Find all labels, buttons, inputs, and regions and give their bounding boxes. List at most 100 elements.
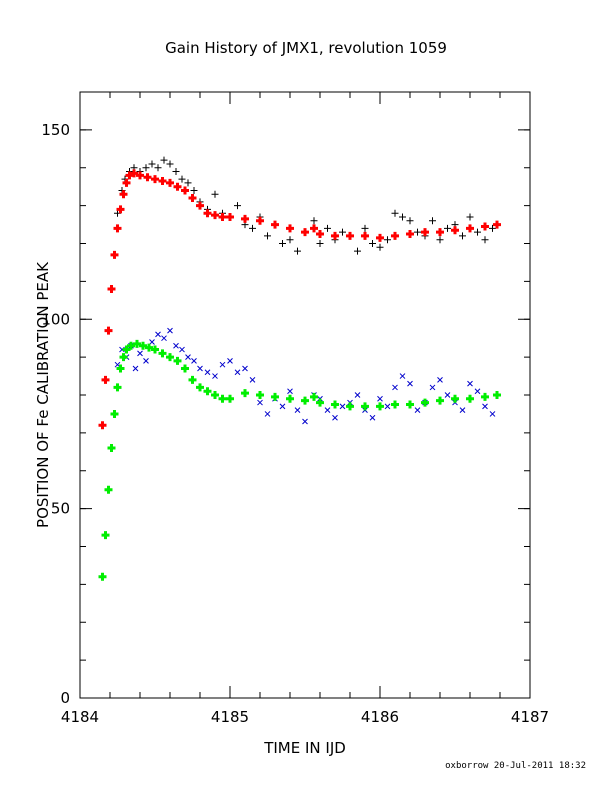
- data-point-plus: [190, 186, 198, 194]
- data-point-plus: [316, 398, 324, 407]
- data-point-plus: [203, 209, 212, 218]
- series-lower-raw: [114, 327, 496, 425]
- data-point-plus: [376, 233, 384, 242]
- data-point-plus: [172, 168, 180, 176]
- data-point-plus: [110, 250, 119, 259]
- data-point-plus: [101, 531, 110, 540]
- data-point-plus: [391, 400, 399, 409]
- data-point-cross: [137, 350, 143, 357]
- data-point-plus: [160, 156, 168, 164]
- data-point-plus: [310, 224, 318, 233]
- data-point-plus: [211, 211, 219, 220]
- data-point-plus: [234, 202, 241, 210]
- data-point-plus: [414, 228, 421, 236]
- y-axis-label: POSITION OF Fe CALIBRATION PEAK: [34, 261, 52, 528]
- data-point-cross: [173, 342, 179, 349]
- data-point-plus: [139, 341, 147, 350]
- data-point-plus: [391, 231, 399, 240]
- data-point-plus: [444, 224, 451, 232]
- data-point-plus: [119, 190, 128, 199]
- data-point-plus: [436, 396, 444, 405]
- data-point-cross: [119, 346, 125, 353]
- data-point-plus: [211, 190, 219, 198]
- data-point-plus: [354, 247, 361, 255]
- data-point-cross: [287, 388, 293, 395]
- data-point-cross: [399, 373, 406, 379]
- series-lower-fit: [98, 339, 501, 581]
- data-point-plus: [104, 485, 113, 494]
- data-point-plus: [101, 375, 110, 384]
- data-point-plus: [158, 177, 167, 186]
- data-point-plus: [376, 402, 384, 411]
- data-point-plus: [143, 173, 152, 182]
- data-point-cross: [143, 358, 149, 364]
- data-point-plus: [107, 444, 116, 453]
- data-point-cross: [264, 411, 271, 417]
- data-point-plus: [301, 228, 309, 237]
- data-point-plus: [181, 186, 189, 195]
- data-point-plus: [166, 178, 174, 187]
- data-point-plus: [104, 326, 113, 335]
- plot-frame: [79, 91, 531, 699]
- data-point-cross: [149, 339, 155, 345]
- data-point-plus: [406, 217, 414, 225]
- data-point-cross: [332, 414, 338, 421]
- axis-tick-labels: 4184 4185 4186 4187 0 50 100 150: [41, 121, 549, 726]
- data-point-plus: [391, 209, 399, 217]
- data-point-plus: [116, 205, 125, 214]
- series-upper-fit: [98, 169, 501, 430]
- data-point-plus: [107, 284, 116, 293]
- data-point-plus: [421, 398, 429, 407]
- data-point-plus: [256, 391, 264, 399]
- data-point-plus: [369, 240, 376, 247]
- data-point-plus: [151, 175, 159, 184]
- data-point-plus: [331, 231, 339, 240]
- data-point-plus: [361, 402, 369, 411]
- data-point-cross: [384, 403, 391, 410]
- data-point-cross: [354, 392, 361, 398]
- data-point-cross: [377, 395, 383, 402]
- data-point-plus: [286, 394, 294, 403]
- data-point-plus: [436, 228, 444, 237]
- series-upper-raw: [114, 156, 496, 255]
- data-point-plus: [184, 179, 192, 187]
- data-point-plus: [489, 224, 496, 232]
- data-point-cross: [219, 361, 226, 368]
- data-point-plus: [294, 247, 301, 255]
- data-point-cross: [227, 358, 233, 364]
- data-point-plus: [173, 182, 182, 191]
- data-point-cross: [392, 384, 398, 391]
- data-point-plus: [324, 224, 331, 232]
- data-point-plus: [331, 400, 339, 409]
- data-point-plus: [310, 392, 318, 401]
- data-point-cross: [212, 373, 218, 379]
- data-point-plus: [406, 230, 414, 239]
- data-point-plus: [316, 240, 324, 247]
- data-point-plus: [181, 364, 189, 373]
- data-point-plus: [406, 400, 414, 409]
- data-point-plus: [316, 230, 324, 239]
- data-point-plus: [178, 175, 186, 183]
- data-point-plus: [133, 339, 141, 348]
- data-point-plus: [226, 212, 234, 221]
- data-point-plus: [346, 231, 354, 240]
- data-point-plus: [142, 164, 150, 172]
- y-tick-label: 150: [41, 121, 70, 139]
- data-point-plus: [436, 236, 444, 244]
- data-point-plus: [148, 160, 156, 168]
- y-tick-label: 100: [41, 310, 70, 328]
- data-point-cross: [197, 365, 203, 372]
- data-point-plus: [241, 214, 249, 223]
- data-point-plus: [376, 243, 384, 251]
- data-point-cross: [489, 411, 496, 417]
- data-point-cross: [132, 365, 139, 372]
- data-point-plus: [466, 394, 474, 403]
- data-point-cross: [339, 403, 346, 410]
- plot-border: [79, 91, 531, 699]
- data-point-plus: [451, 394, 459, 403]
- data-point-cross: [161, 335, 167, 342]
- x-axis-label: TIME IN IJD: [263, 739, 346, 757]
- x-tick-label: 4184: [61, 708, 99, 726]
- data-point-plus: [119, 353, 128, 362]
